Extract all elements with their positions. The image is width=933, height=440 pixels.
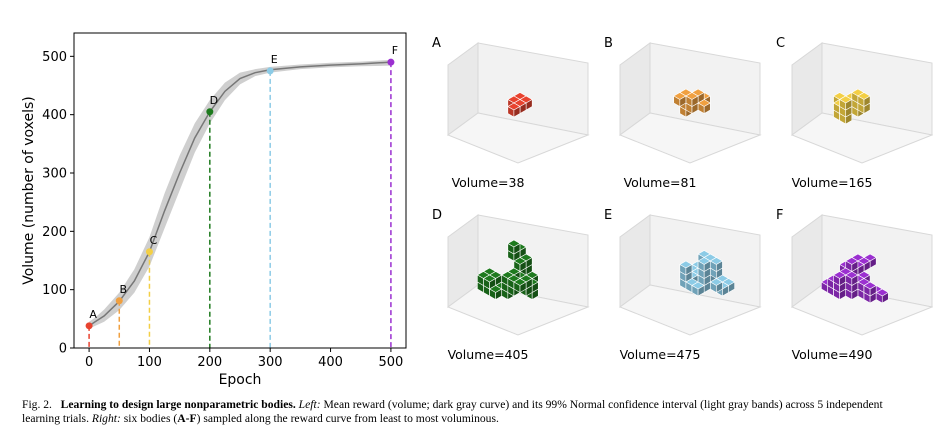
point-marker: [115, 297, 123, 305]
panel-caption: Volume=81: [624, 175, 697, 190]
voxel: [513, 278, 527, 294]
voxel: [863, 281, 877, 297]
caption-right-text: ) sampled along the reward curve from le…: [196, 412, 499, 425]
y-axis-label: Volume (number of voxels): [21, 96, 37, 285]
panel-caption: Volume=490: [792, 347, 873, 362]
caption-title: Learning to design large nonparametric b…: [60, 398, 296, 411]
caption-right-label: Right:: [91, 412, 121, 425]
pane: [618, 284, 762, 336]
point-marker: [145, 248, 153, 256]
pane: [446, 112, 590, 164]
voxel-face: [722, 284, 729, 297]
voxel: [839, 95, 853, 111]
voxel-panel: A Volume=38: [432, 36, 590, 190]
figure: A B C D E F 0 100 200 300 400 500 0 100 200 300 400 500 Ep…: [21, 32, 933, 388]
y-tick-label: 300: [42, 167, 67, 182]
pane: [446, 284, 590, 336]
y-tick-label: 100: [42, 283, 67, 298]
caption-left-label: Left:: [298, 398, 321, 411]
voxel: [845, 271, 859, 287]
panel-label: E: [604, 208, 612, 223]
point-label: A: [89, 308, 97, 321]
point-marker: [85, 322, 93, 330]
voxel: [685, 92, 699, 108]
voxel-face: [716, 260, 723, 273]
confidence-band: [89, 59, 391, 329]
voxel: [875, 288, 889, 304]
panel-label: A: [432, 36, 441, 51]
mean-curve: [88, 61, 391, 327]
x-tick-label: 500: [378, 355, 403, 370]
voxel: [488, 285, 503, 301]
point-marker: [206, 108, 214, 116]
caption-bold: A-F: [177, 412, 197, 425]
point-label: D: [210, 94, 218, 107]
panel-label: B: [604, 36, 613, 51]
voxel: [679, 260, 693, 276]
pane: [790, 284, 933, 336]
voxel-panel: B Volume=81: [604, 36, 762, 190]
panel-label: D: [432, 208, 442, 223]
voxel-face: [697, 284, 705, 297]
voxel: [709, 257, 724, 273]
voxel-face: [519, 281, 527, 294]
plot-frame: [73, 32, 407, 349]
pane: [618, 112, 762, 164]
pane: [790, 112, 933, 164]
point-label: B: [119, 283, 127, 296]
voxel: [857, 92, 871, 108]
voxel-panel: D Volume=405: [432, 208, 590, 362]
y-tick-label: 0: [59, 342, 67, 357]
point-marker: [266, 67, 274, 75]
voxel-face: [679, 95, 687, 108]
panel-caption: Volume=405: [448, 347, 529, 362]
voxel-face: [716, 281, 723, 294]
voxel: [697, 99, 711, 115]
voxel-face: [691, 95, 699, 108]
caption-right-text: six bodies (: [123, 412, 178, 425]
panel-caption: Volume=475: [620, 347, 701, 362]
panel-label: F: [776, 208, 783, 223]
panel-label: C: [776, 36, 785, 51]
voxel: [673, 92, 687, 108]
voxel: [507, 102, 521, 118]
y-tick-label: 200: [42, 225, 67, 240]
voxel-face: [863, 95, 871, 108]
x-tick-label: 0: [85, 355, 93, 370]
x-tick-label: 400: [318, 355, 343, 370]
voxel: [845, 257, 859, 273]
voxel-face: [845, 98, 853, 111]
x-tick-label: 300: [258, 355, 283, 370]
voxel: [507, 239, 521, 255]
point-marker: [387, 58, 395, 66]
voxel-panel: F Volume=490: [776, 208, 933, 362]
voxel-face: [513, 242, 521, 255]
caption-left-text: Mean reward (volume; dark gray curve) an…: [22, 398, 883, 425]
x-tick-label: 200: [197, 355, 222, 370]
voxel-face: [851, 274, 859, 287]
voxel-face: [685, 263, 693, 276]
point-label: E: [271, 53, 278, 66]
y-tick-label: 500: [42, 50, 67, 65]
voxel-face: [869, 284, 877, 297]
figure-caption: Fig. 2. Learning to design large nonpara…: [22, 398, 917, 426]
voxel-face: [513, 105, 521, 118]
voxel: [691, 281, 705, 297]
panel-caption: Volume=38: [452, 175, 525, 190]
panel-caption: Volume=165: [792, 175, 873, 190]
y-tick-label: 400: [42, 108, 67, 123]
voxel-face: [881, 291, 889, 304]
point-label: F: [392, 44, 398, 57]
x-tick-label: 100: [137, 355, 162, 370]
x-axis-label: Epoch: [219, 372, 262, 388]
voxel-panel: C Volume=165: [776, 36, 933, 190]
voxel-panel: E Volume=475: [604, 208, 762, 362]
caption-label: Fig. 2.: [22, 398, 52, 411]
point-label: C: [150, 234, 158, 247]
voxel-face: [703, 102, 711, 115]
